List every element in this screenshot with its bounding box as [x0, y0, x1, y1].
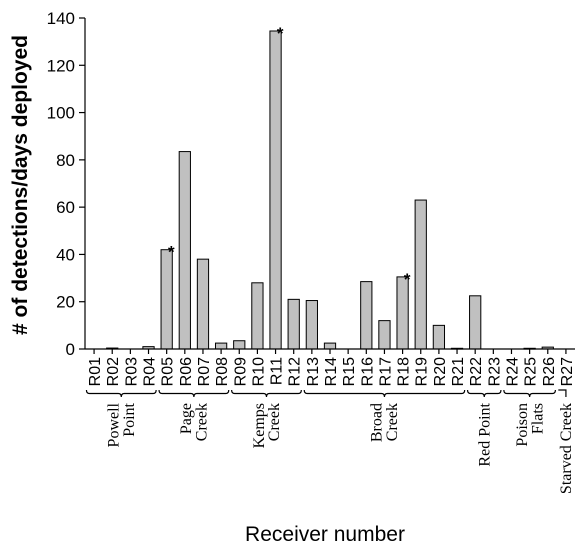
x-axis: R01 R02 R03 R04 R05 R06 R07 R08 R09 R10 R11 R12 R13 R…	[85, 348, 576, 386]
x-tick-label: R03	[123, 357, 140, 386]
bar-r06	[178, 151, 191, 350]
y-tick-label: 140	[47, 9, 75, 28]
x-tick-label: R10	[250, 357, 267, 386]
site-bracket	[503, 389, 556, 398]
star-marker-r18: *	[404, 270, 411, 289]
y-axis-title: # of detections/days deployed	[9, 35, 32, 335]
site-bracket	[158, 389, 230, 398]
x-axis-title: Receiver number	[245, 523, 405, 546]
x-tick-label: R09	[232, 357, 249, 386]
x-tick-label: R11	[269, 357, 286, 385]
x-tick-label: R01	[87, 357, 104, 386]
x-tick-label: R02	[105, 357, 122, 386]
x-tick-label: R14	[323, 357, 340, 386]
y-axis: 0 20 40 60 80 100 120 140	[47, 9, 86, 359]
site-group: Starved Creek	[558, 389, 575, 494]
x-tick-label: R05	[160, 357, 177, 386]
site-label: Page	[178, 403, 195, 434]
bar-r14	[323, 342, 337, 350]
site-bracket	[231, 389, 302, 398]
x-tick-label: R18	[396, 357, 413, 386]
site-label: Kemps	[251, 403, 268, 448]
y-tick-label: 80	[56, 151, 75, 170]
site-bracket	[558, 389, 567, 397]
y-tick-label: 60	[56, 198, 75, 217]
site-label: Powell	[106, 402, 123, 447]
bar-r09	[233, 340, 246, 350]
site-label: Creek	[384, 403, 401, 441]
x-tick-label: R17	[377, 357, 394, 386]
y-tick-label: 20	[56, 293, 75, 312]
y-tick-label: 0	[66, 340, 75, 359]
x-tick-label: R15	[341, 357, 358, 386]
x-tick-label: R25	[523, 357, 540, 386]
bar-r08	[214, 342, 228, 350]
x-tick-label: R08	[214, 357, 231, 386]
bar-r16	[360, 281, 373, 350]
site-label: Creek	[266, 403, 283, 441]
star-marker-r11: *	[277, 24, 284, 43]
site-bracket	[303, 389, 466, 398]
site-bracket	[466, 389, 502, 398]
x-tick-label: R21	[450, 357, 467, 386]
significance-markers: * * *	[168, 24, 411, 289]
x-tick-label: R04	[142, 357, 159, 386]
bar-r19	[414, 199, 427, 350]
y-tick-label: 100	[47, 104, 75, 123]
x-tick-label: R07	[196, 357, 213, 386]
x-tick-label: R27	[559, 357, 576, 386]
bar-r22	[469, 295, 482, 350]
x-tick-label: R20	[432, 357, 449, 386]
site-label: Poison	[514, 403, 531, 447]
bar-r10	[251, 282, 264, 350]
x-tick-label: R12	[287, 357, 304, 386]
star-marker-r05: *	[168, 243, 175, 262]
site-label: Creek	[194, 403, 211, 441]
y-tick-label: 120	[47, 56, 75, 75]
bars-group	[106, 30, 554, 350]
site-bracket	[85, 389, 157, 398]
x-tick-label: R16	[359, 357, 376, 386]
bar-r13	[305, 300, 318, 350]
x-tick-label: R19	[414, 357, 431, 386]
x-tick-label: R24	[504, 357, 521, 386]
site-label: Starved Creek	[558, 403, 575, 494]
bar-r20	[432, 324, 446, 350]
x-tick-label: R26	[541, 357, 558, 386]
site-group: Red Point	[466, 389, 502, 467]
x-tick-label: R13	[305, 357, 322, 386]
x-tick-label: R06	[178, 357, 195, 386]
bar-r07	[196, 258, 210, 350]
bar-r11	[269, 30, 282, 350]
bar-r12	[287, 298, 300, 350]
bar-r17	[378, 320, 391, 350]
y-tick-label: 40	[56, 245, 75, 264]
x-tick-label: R23	[486, 357, 503, 386]
site-label: Broad	[369, 403, 386, 442]
site-label: Red Point	[476, 402, 493, 466]
x-tick-label: R22	[468, 357, 485, 386]
site-label: Flats	[529, 403, 546, 434]
site-label: Point	[121, 402, 138, 436]
bar-r05	[160, 249, 173, 350]
